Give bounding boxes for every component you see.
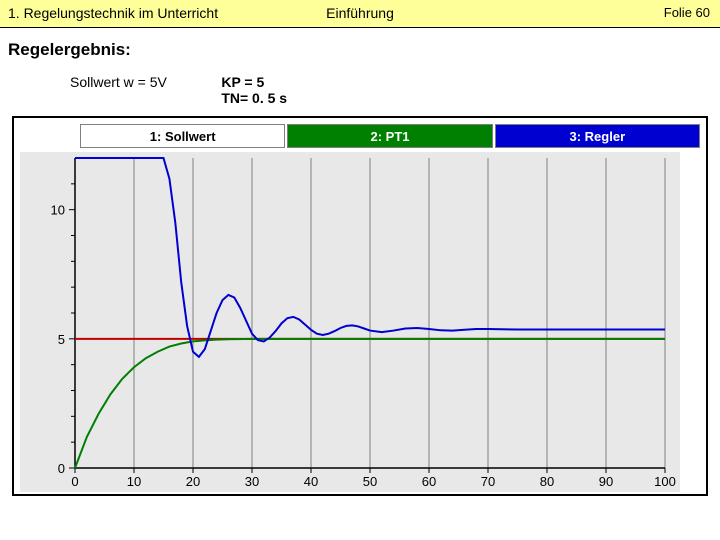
legend-row: 1: Sollwert2: PT13: Regler [80, 124, 700, 148]
svg-text:50: 50 [363, 474, 377, 489]
svg-text:0: 0 [58, 461, 65, 476]
param-kp: KP = 5 [221, 74, 264, 90]
svg-text:100: 100 [654, 474, 676, 489]
header-left: 1. Regelungstechnik im Unterricht [8, 5, 218, 21]
svg-text:5: 5 [58, 332, 65, 347]
svg-text:0: 0 [71, 474, 78, 489]
header-right: Folie 60 [664, 5, 710, 20]
result-title: Regelergebnis: [8, 40, 720, 60]
svg-text:60: 60 [422, 474, 436, 489]
legend-item-1: 2: PT1 [287, 124, 492, 148]
svg-text:10: 10 [51, 203, 65, 218]
legend-item-0: 1: Sollwert [80, 124, 285, 148]
param-controller: KP = 5 TN= 0. 5 s [221, 74, 287, 106]
param-sollwert: Sollwert w = 5V [70, 74, 167, 90]
svg-text:30: 30 [245, 474, 259, 489]
legend-item-2: 3: Regler [495, 124, 700, 148]
svg-text:70: 70 [481, 474, 495, 489]
svg-text:20: 20 [186, 474, 200, 489]
svg-text:80: 80 [540, 474, 554, 489]
svg-text:90: 90 [599, 474, 613, 489]
params-row: Sollwert w = 5V KP = 5 TN= 0. 5 s [0, 74, 720, 106]
chart-svg: 05100102030405060708090100 [20, 152, 680, 492]
svg-text:40: 40 [304, 474, 318, 489]
header-center: Einführung [326, 5, 394, 21]
chart-frame: 1: Sollwert2: PT13: Regler 0510010203040… [12, 116, 708, 496]
svg-text:10: 10 [127, 474, 141, 489]
chart-area: 05100102030405060708090100 [20, 152, 680, 492]
param-tn: TN= 0. 5 s [221, 90, 287, 106]
header-bar: 1. Regelungstechnik im Unterricht Einfüh… [0, 0, 720, 28]
